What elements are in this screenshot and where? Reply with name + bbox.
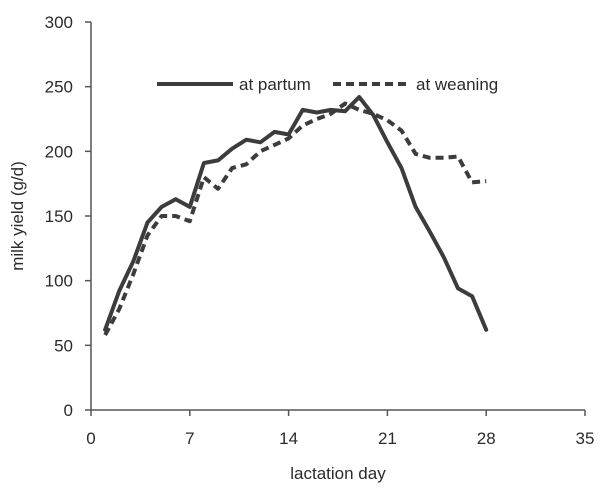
y-axis-title: milk yield (g/d) xyxy=(8,161,27,271)
legend-label-at-partum: at partum xyxy=(239,75,311,94)
y-tick-label: 100 xyxy=(45,272,73,291)
x-tick-label: 21 xyxy=(378,429,397,448)
y-tick-label: 150 xyxy=(45,207,73,226)
x-tick-label: 28 xyxy=(477,429,496,448)
y-tick-label: 50 xyxy=(54,336,73,355)
y-tick-label: 0 xyxy=(64,401,73,420)
series-line-at-partum xyxy=(103,95,489,332)
legend-label-at-weaning: at weaning xyxy=(416,75,498,94)
x-tick-label: 14 xyxy=(279,429,298,448)
y-tick-label: 200 xyxy=(45,142,73,161)
x-tick-label: 7 xyxy=(185,429,194,448)
y-tick-label: 300 xyxy=(45,13,73,32)
chart-legend: at partum at weaning xyxy=(157,75,498,94)
x-tick-label: 0 xyxy=(86,429,95,448)
chart-series xyxy=(103,95,489,336)
x-axis-title: lactation day xyxy=(290,464,386,483)
x-tick-label: 35 xyxy=(576,429,595,448)
y-tick-label: 250 xyxy=(45,78,73,97)
series-line-at-weaning xyxy=(103,101,487,336)
y-axis-ticks: 0 50 100 150 200 250 300 xyxy=(45,13,91,420)
x-axis-ticks: 0 7 14 21 28 35 xyxy=(86,410,594,448)
